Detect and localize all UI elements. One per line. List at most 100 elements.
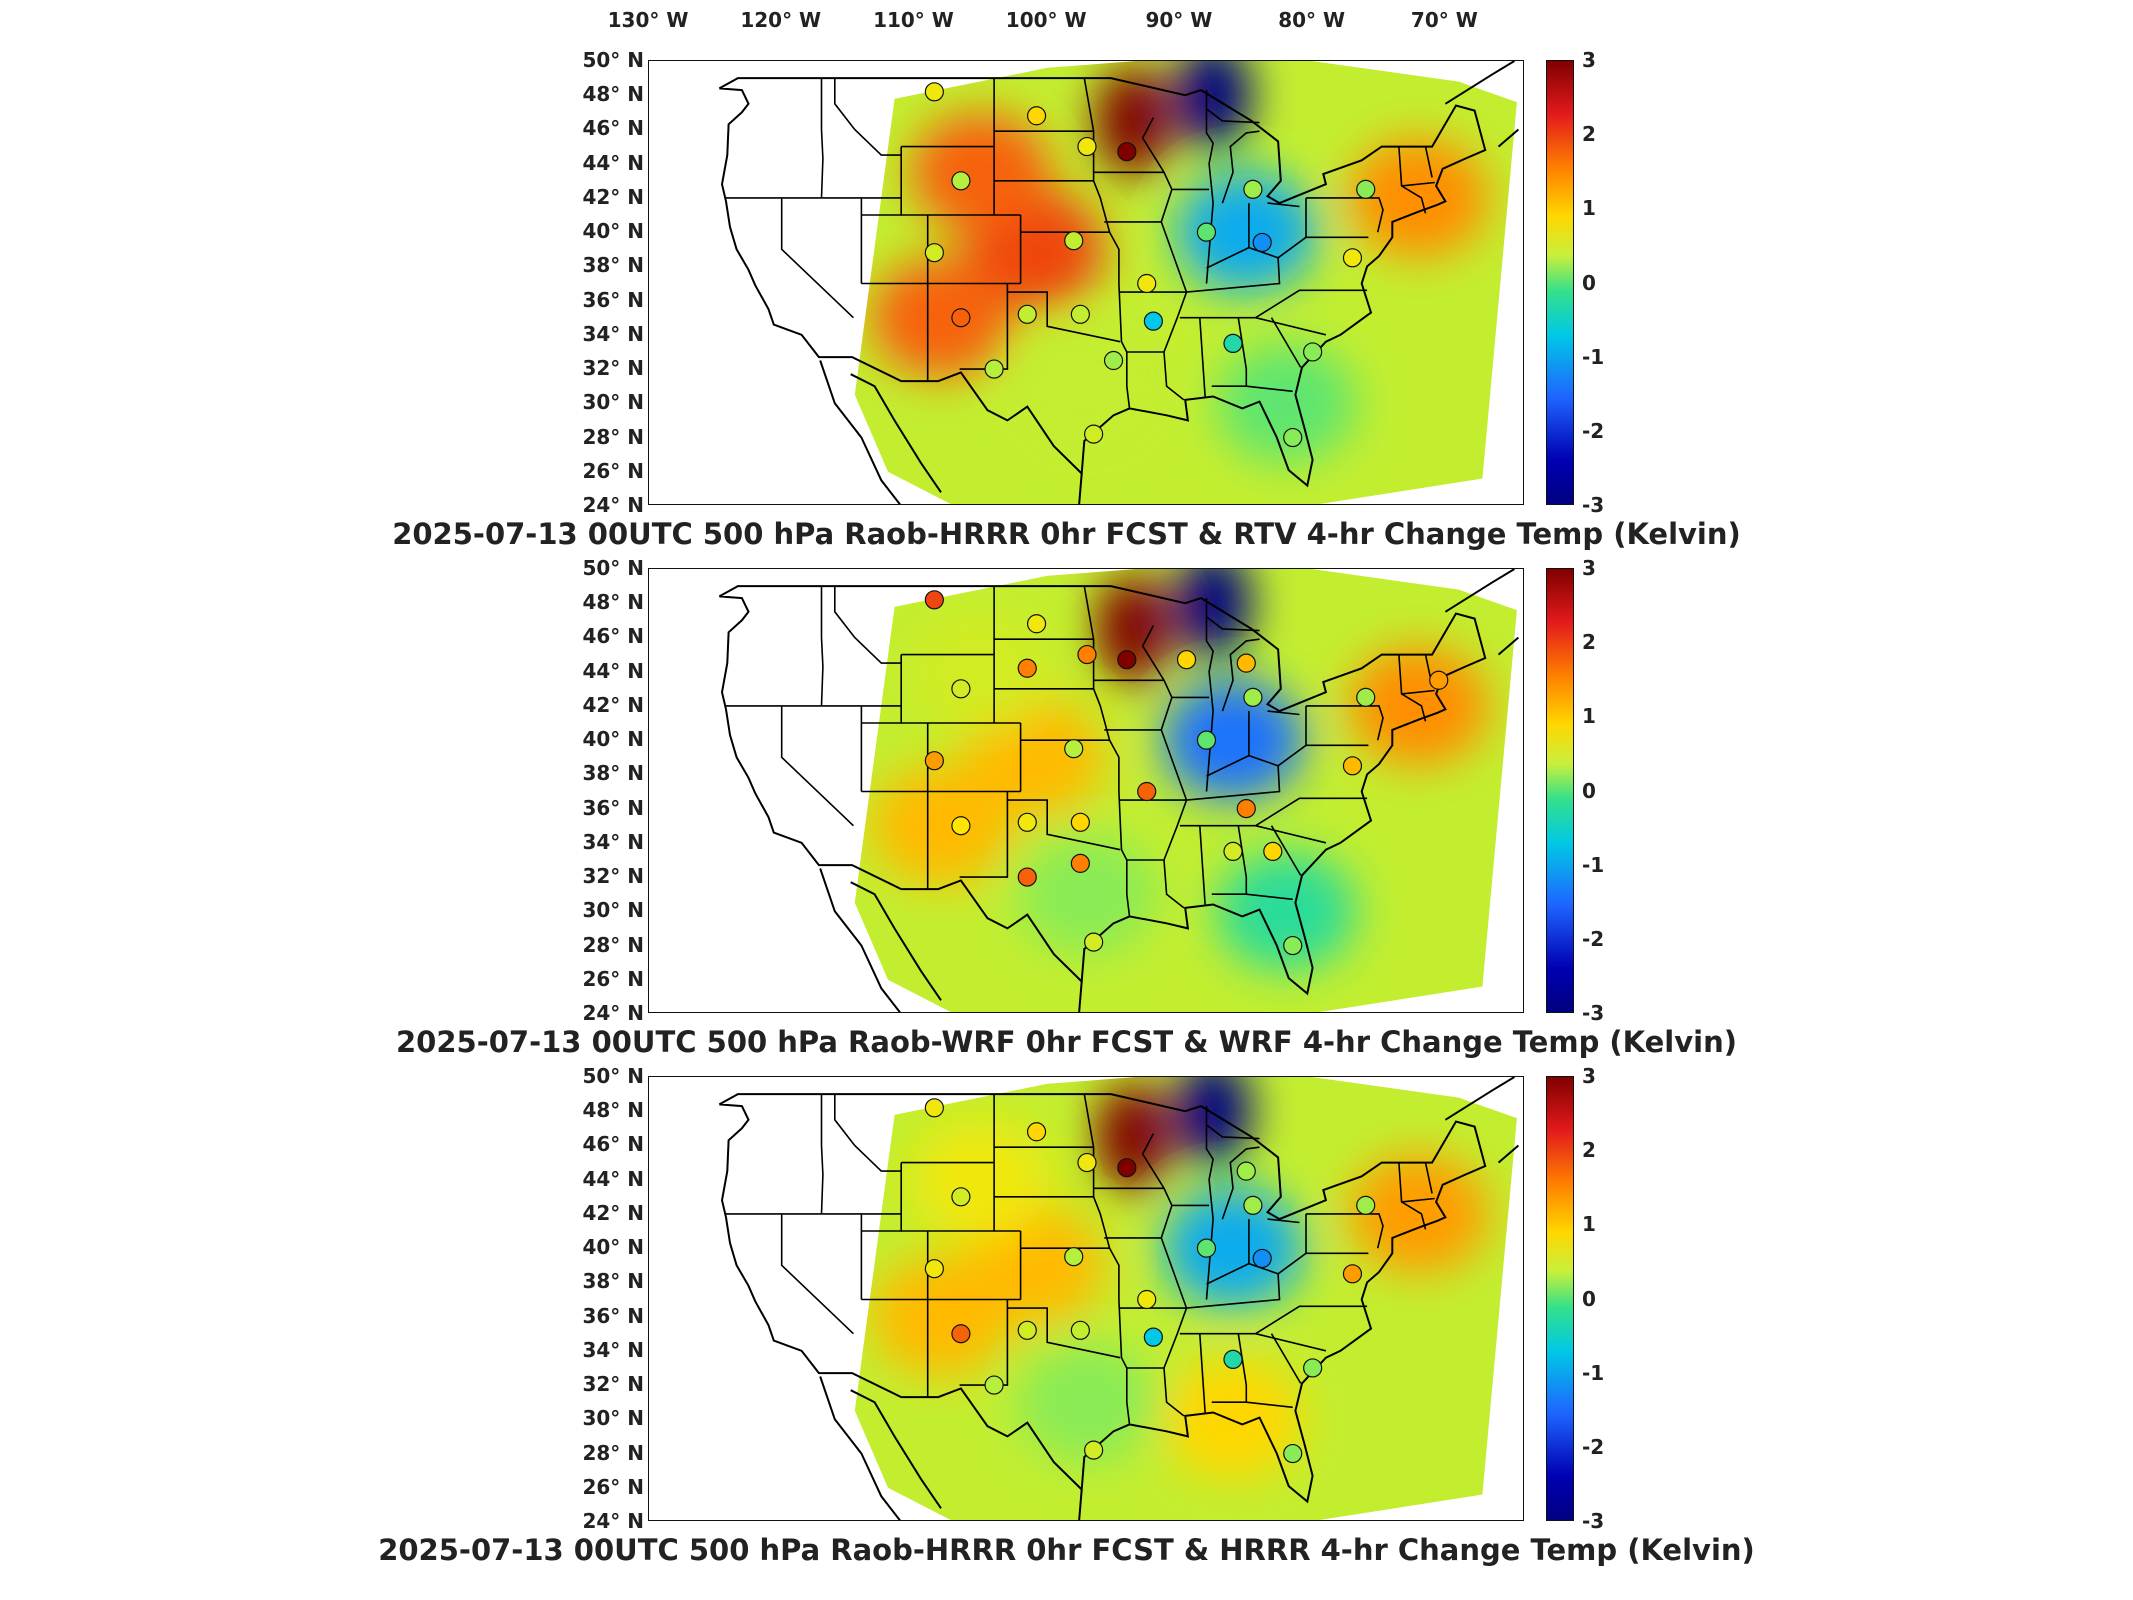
state-boundary <box>1398 146 1427 214</box>
raob-station-marker <box>1103 350 1124 371</box>
state-boundary <box>1221 130 1260 204</box>
temperature-map <box>718 1077 1520 1520</box>
latitude-tick-label: 32° N <box>582 356 644 381</box>
latitude-tick-label: 34° N <box>582 321 644 346</box>
latitude-tick-label: 26° N <box>582 1474 644 1499</box>
field-anomaly <box>1216 851 1357 972</box>
raob-station-marker <box>1176 650 1197 670</box>
raob-station-marker <box>1026 614 1047 634</box>
state-boundary <box>1306 197 1384 233</box>
raob-station-marker <box>924 243 944 263</box>
canada-coastline <box>1444 1077 1520 1164</box>
raob-station-marker <box>924 590 944 610</box>
colorbar-tick-label: 2 <box>1582 1138 1596 1163</box>
map-frame <box>648 1076 1524 1521</box>
raob-station-marker <box>1196 222 1217 242</box>
state-boundary <box>1267 710 1300 716</box>
colorbar <box>1546 568 1574 1013</box>
state-boundary <box>1246 893 1293 901</box>
colorbar-tick-label: -1 <box>1582 1360 1605 1385</box>
mexico-coastline <box>819 1376 1083 1520</box>
raob-station-marker <box>1070 853 1090 873</box>
raob-station-marker <box>1026 1122 1047 1142</box>
state-boundary <box>1277 1252 1369 1275</box>
coastline <box>718 585 1487 996</box>
raob-station-marker <box>1137 781 1157 802</box>
raob-station-marker <box>1283 935 1303 956</box>
raob-station-marker <box>1243 1195 1263 1215</box>
raob-station-marker <box>1283 427 1303 448</box>
state-boundary <box>780 705 854 827</box>
latitude-tick-label: 46° N <box>582 1132 644 1157</box>
latitude-tick-label: 40° N <box>582 219 644 244</box>
state-boundary <box>959 283 1009 370</box>
latitude-tick-label: 48° N <box>582 82 644 107</box>
raob-station-marker <box>1342 1264 1363 1284</box>
state-boundary <box>1186 1262 1281 1309</box>
raob-station-marker <box>951 679 971 699</box>
state-boundary <box>1277 236 1369 259</box>
raob-station-marker <box>1017 658 1037 678</box>
latitude-tick-label: 40° N <box>582 1235 644 1260</box>
colorbar-tick-label: -2 <box>1582 926 1605 951</box>
state-boundary <box>834 586 902 664</box>
field-anomaly <box>1163 1359 1303 1480</box>
field-anomaly <box>1348 1153 1489 1274</box>
raob-station-marker <box>1356 1195 1376 1215</box>
latitude-tick-label: 40° N <box>582 727 644 752</box>
raob-station-marker <box>1084 1440 1104 1460</box>
colorbar-tick-label: 0 <box>1582 778 1596 803</box>
longitude-tick-label: 120° W <box>740 8 822 32</box>
latitude-tick-label: 24° N <box>582 1001 644 1025</box>
state-boundary <box>820 1094 824 1214</box>
latitude-tick-label: 38° N <box>582 1269 644 1294</box>
canada-coastline <box>1444 61 1520 148</box>
field-anomaly <box>871 765 1011 886</box>
raob-station-marker <box>1077 136 1097 157</box>
state-boundary <box>1255 1332 1327 1352</box>
state-boundary <box>834 1094 902 1172</box>
latitude-tick-label: 34° N <box>582 1337 644 1362</box>
state-boundary <box>1205 711 1214 792</box>
raob-station-marker <box>1236 799 1256 819</box>
state-boundary <box>1221 1146 1260 1220</box>
field-anomaly <box>910 112 1051 233</box>
raob-station-marker <box>1026 106 1047 126</box>
raob-station-marker <box>984 1375 1004 1395</box>
raob-station-marker <box>1356 687 1376 707</box>
raob-station-marker <box>1117 1158 1137 1178</box>
state-boundary <box>1270 825 1302 876</box>
state-boundary <box>1267 1218 1300 1224</box>
latitude-tick-label: 26° N <box>582 458 644 483</box>
temperature-map <box>718 569 1520 1012</box>
raob-station-marker <box>1017 304 1037 324</box>
latitude-tick-label: 42° N <box>582 1200 644 1225</box>
latitude-tick-label: 50° N <box>582 48 644 72</box>
mexico-coastline <box>819 868 1083 1012</box>
state-boundary <box>1246 385 1293 393</box>
state-boundary <box>820 586 824 706</box>
raob-station-marker <box>1342 248 1363 268</box>
state-boundary <box>1205 1106 1214 1220</box>
latitude-tick-label: 36° N <box>582 1303 644 1328</box>
latitude-tick-label: 38° N <box>582 761 644 786</box>
state-boundary <box>1306 705 1384 741</box>
raob-station-marker <box>1070 1320 1090 1340</box>
state-boundary <box>1199 825 1206 905</box>
colorbar-tick-label: 3 <box>1582 48 1596 72</box>
colorbar-tick-label: -3 <box>1582 1509 1605 1533</box>
mexico-coastline <box>819 360 1083 504</box>
state-boundary <box>1401 181 1435 187</box>
colorbar-tick-label: 3 <box>1582 1064 1596 1088</box>
field-anomaly <box>1163 680 1303 801</box>
field-anomaly <box>1175 1077 1252 1167</box>
latitude-tick-label: 26° N <box>582 966 644 991</box>
state-boundary <box>1424 146 1433 178</box>
raob-station-marker <box>1117 650 1137 670</box>
state-boundary <box>1267 202 1300 208</box>
latitude-tick-label: 36° N <box>582 287 644 312</box>
colorbar-tick-label: -2 <box>1582 418 1605 443</box>
state-boundary <box>1206 1124 1260 1140</box>
raob-station-marker <box>1137 1289 1157 1310</box>
field-anomaly <box>871 257 1011 378</box>
